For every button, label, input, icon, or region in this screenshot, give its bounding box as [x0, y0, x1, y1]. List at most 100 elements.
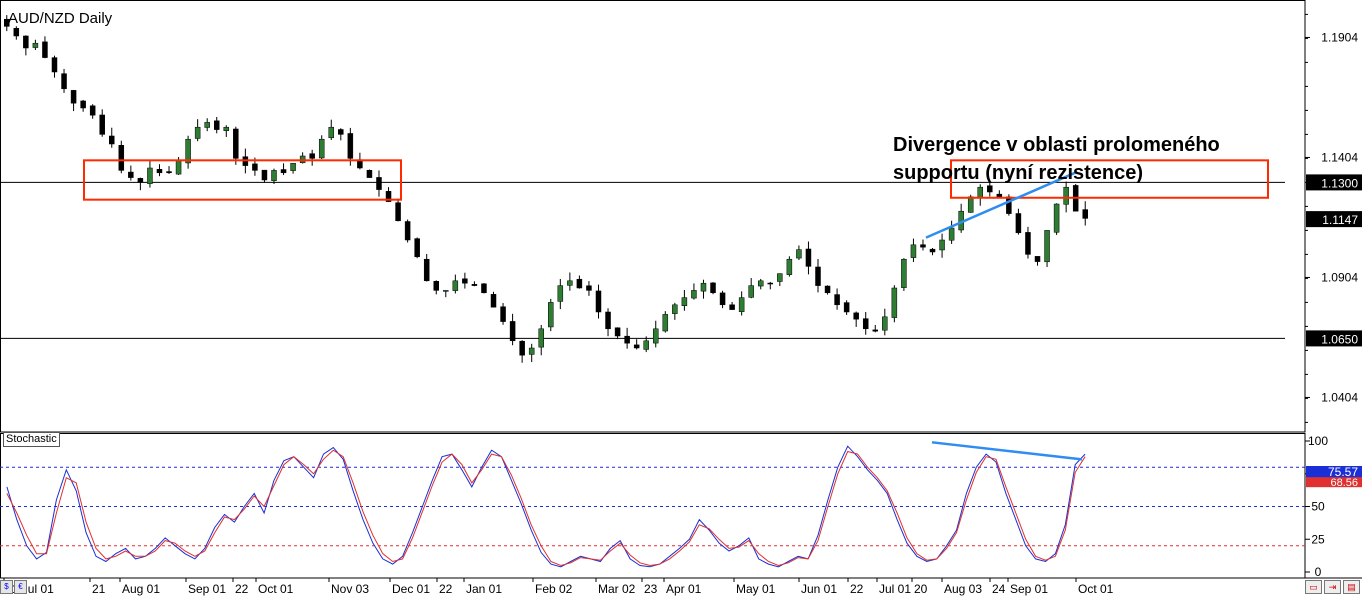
candle-down	[767, 282, 774, 285]
candle-down	[471, 284, 478, 286]
candle-down	[1006, 196, 1012, 214]
candle-down	[576, 278, 583, 289]
candle-down	[280, 169, 287, 174]
scroll-left-icon[interactable]: $	[0, 580, 13, 594]
candle-down	[490, 294, 497, 308]
candle-down	[815, 266, 821, 286]
candle-up	[557, 285, 564, 302]
stoch-d-label: 68.56	[1330, 477, 1358, 489]
candle-up	[653, 328, 659, 344]
candle-down	[309, 153, 315, 159]
candle-down	[805, 248, 812, 267]
time-tick-label: Sep 01	[1010, 582, 1048, 596]
time-tick-label: 22	[439, 582, 453, 596]
price-label-text: 1.0650	[1321, 332, 1358, 346]
price-label-box	[1306, 330, 1362, 347]
time-tick-label: Oct 01	[1078, 582, 1114, 596]
candle-up	[662, 314, 669, 332]
candle-up	[271, 170, 277, 181]
stoch-tick-label: 50	[1311, 500, 1325, 514]
stoch-d-line	[6, 449, 1086, 567]
candle-down	[61, 73, 67, 90]
candles-group	[4, 15, 1088, 363]
time-tick-label: Jun 01	[801, 582, 837, 596]
candle-down	[586, 285, 592, 291]
stoch-tick-label: 25	[1311, 532, 1325, 546]
settings-icon[interactable]: ▤	[1343, 580, 1360, 594]
time-tick-label: Apr 01	[666, 582, 702, 596]
time-tick-label: Feb 02	[535, 582, 573, 596]
candle-down	[414, 238, 420, 258]
candle-down	[13, 27, 20, 37]
candle-up	[1063, 186, 1069, 205]
candle-down	[23, 35, 29, 49]
time-tick-label: Jul 01	[879, 582, 911, 596]
candle-down	[233, 128, 239, 159]
candle-down	[843, 302, 850, 313]
candle-up	[175, 160, 182, 175]
candle-down	[624, 335, 630, 344]
candle-down	[338, 129, 344, 135]
exit-icon[interactable]: ⇥	[1324, 580, 1341, 594]
time-tick-label: Oct 01	[258, 582, 294, 596]
candle-up	[452, 280, 459, 291]
candle-up	[977, 186, 983, 198]
candle-down	[996, 193, 1003, 198]
stoch-k-label: 75.57	[1328, 465, 1358, 479]
candle-up	[1044, 230, 1050, 263]
candle-up	[757, 280, 764, 287]
candle-up	[796, 249, 802, 259]
stochastic-panel-frame	[0, 433, 1306, 579]
time-tick-label: 22	[235, 582, 249, 596]
candle-down	[166, 171, 172, 174]
stochastic-trendline	[931, 441, 1083, 461]
candle-down	[481, 283, 487, 294]
candle-down	[385, 191, 392, 202]
candle-up	[548, 302, 554, 328]
time-tick-label: Nov 03	[331, 582, 369, 596]
candle-down	[109, 135, 115, 145]
candle-up	[538, 328, 544, 348]
price-tick-label: 1.0404	[1321, 390, 1358, 404]
annotation-line-1: Divergence v oblasti prolomeného	[893, 134, 1220, 156]
candle-down	[509, 321, 516, 342]
candle-down	[80, 100, 86, 109]
candle-down	[500, 306, 506, 322]
stochastic-label: Stochastic	[3, 432, 60, 447]
candle-down	[376, 177, 382, 190]
support-box-1	[83, 159, 402, 201]
time-tick-label: 21	[92, 582, 106, 596]
candle-up	[443, 290, 449, 292]
time-tick-label: Jan 01	[466, 582, 502, 596]
candle-up	[194, 126, 201, 139]
time-tick-label: Sep 01	[188, 582, 226, 596]
candle-down	[51, 57, 58, 73]
candle-up	[777, 273, 783, 282]
candle-down	[614, 327, 621, 337]
candle-up	[643, 340, 649, 350]
candle-up	[567, 280, 573, 286]
candle-down	[719, 292, 726, 306]
candle-down	[1015, 213, 1022, 234]
price-tick-label: 1.1904	[1321, 30, 1358, 44]
time-tick-label: 22	[850, 582, 864, 596]
candle-up	[681, 297, 688, 306]
candle-up	[318, 138, 325, 159]
candle-down	[99, 114, 105, 135]
candle-down	[920, 244, 926, 248]
time-tick-label: May 01	[736, 582, 776, 596]
price-label-box	[1306, 211, 1362, 228]
price-label-1-0650: 1.0650	[1306, 330, 1362, 347]
stoch-k-label-box	[1306, 466, 1362, 479]
zoom-icon[interactable]: ▭	[1305, 580, 1322, 594]
candle-down	[519, 340, 525, 356]
symbol-icon[interactable]: €	[14, 580, 27, 594]
price-label-text: 1.1147	[1322, 213, 1358, 227]
candle-down	[156, 169, 163, 174]
candle-down	[4, 18, 10, 27]
price-label-1-1300: 1.1300	[1306, 174, 1362, 191]
candle-down	[633, 344, 640, 349]
time-tick-label: Aug 03	[944, 582, 982, 596]
candle-up	[1053, 203, 1060, 233]
candle-down	[987, 185, 993, 193]
